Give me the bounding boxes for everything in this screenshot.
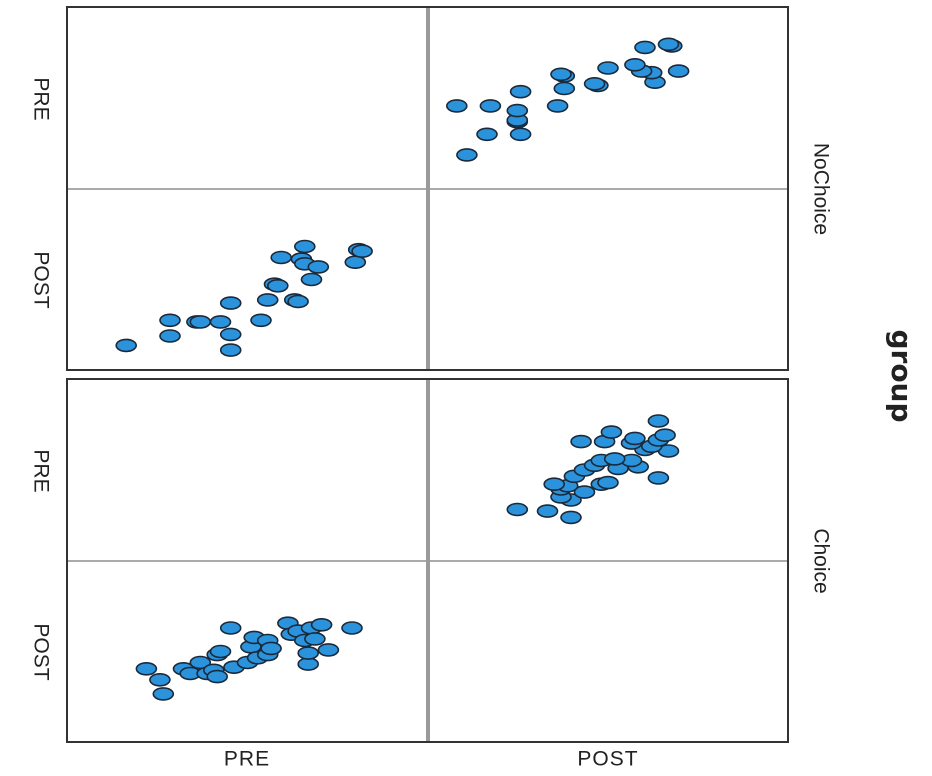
point-choice-pre-vs-post-9 [543,477,566,492]
point-nochoice-pre-vs-post-17 [667,64,690,78]
point-choice-post-vs-pre-25 [297,646,320,660]
row-label-pre-bottom: PRE [29,449,52,492]
column-label-post: POST [577,748,638,771]
point-nochoice-post-vs-pre-12 [266,278,289,293]
point-nochoice-pre-vs-post-0 [456,148,478,162]
point-nochoice-post-vs-pre-2 [159,329,181,343]
point-choice-pre-vs-post-30 [647,414,670,428]
point-nochoice-pre-vs-post-15 [550,67,572,82]
point-choice-pre-vs-post-1 [536,504,559,518]
point-nochoice-pre-vs-post-19 [597,61,619,75]
point-nochoice-pre-vs-post-1 [509,127,532,142]
point-nochoice-pre-vs-post-6 [546,99,569,113]
point-choice-post-vs-pre-9 [206,669,228,684]
row-label-post-top: POST [29,251,52,308]
point-nochoice-pre-vs-post-9 [509,84,532,99]
point-choice-pre-vs-post-2 [506,502,529,517]
point-choice-pre-vs-post-28 [654,428,676,443]
point-nochoice-pre-vs-post-12 [583,77,606,91]
panels-layer [66,6,789,743]
point-nochoice-post-vs-pre-7 [219,327,242,342]
point-nochoice-pre-vs-post-10 [553,81,576,96]
point-nochoice-post-vs-pre-20 [307,260,330,274]
point-nochoice-post-vs-pre-23 [351,244,373,258]
point-choice-pre-vs-post-27 [624,431,646,446]
point-choice-pre-vs-post-0 [560,510,582,525]
column-label-pre: PRE [224,748,270,771]
panel-frame-choice [66,378,789,743]
point-nochoice-pre-vs-post-20 [624,58,646,72]
point-choice-pre-vs-post-10 [597,475,619,490]
point-nochoice-post-vs-pre-19 [300,272,323,287]
point-nochoice-post-vs-pre-6 [219,296,242,310]
point-choice-pre-vs-post-5 [573,485,596,499]
point-choice-post-vs-pre-1 [149,672,171,687]
point-nochoice-post-vs-pre-17 [293,239,316,254]
point-choice-pre-vs-post-19 [603,452,626,466]
point-nochoice-pre-vs-post-21 [634,40,656,55]
point-nochoice-post-vs-pre-13 [270,250,293,265]
point-nochoice-pre-vs-post-23 [657,37,680,52]
group-label-nochoice: NoChoice [809,143,832,235]
point-choice-post-vs-pre-0 [135,661,158,676]
group-label-choice: Choice [809,528,832,593]
point-nochoice-post-vs-pre-5 [209,315,232,329]
point-nochoice-post-vs-pre-15 [287,294,309,309]
point-nochoice-post-vs-pre-8 [219,343,242,357]
point-nochoice-post-vs-pre-21 [344,255,367,270]
point-choice-post-vs-pre-11 [219,621,242,635]
row-label-pre-top: PRE [29,77,52,120]
point-nochoice-pre-vs-post-8 [445,99,468,113]
point-choice-post-vs-pre-27 [304,632,326,646]
point-choice-pre-vs-post-24 [570,434,592,449]
point-choice-post-vs-pre-28 [310,617,333,632]
point-nochoice-pre-vs-post-2 [476,127,498,142]
points-layer [115,37,690,701]
row-label-post-bottom: POST [29,623,52,680]
point-nochoice-pre-vs-post-7 [479,99,502,113]
point-choice-post-vs-pre-19 [260,641,282,656]
point-nochoice-post-vs-pre-9 [250,313,272,328]
point-nochoice-post-vs-pre-10 [256,293,279,307]
point-choice-pre-vs-post-11 [647,471,670,485]
point-choice-post-vs-pre-2 [152,687,175,701]
point-nochoice-post-vs-pre-0 [115,338,137,353]
point-nochoice-pre-vs-post-5 [506,103,529,118]
point-nochoice-post-vs-pre-4 [189,315,212,329]
point-choice-post-vs-pre-29 [317,643,340,657]
point-choice-pre-vs-post-29 [600,425,623,439]
panel-title-group: group [885,329,918,422]
point-nochoice-post-vs-pre-1 [159,313,181,328]
point-choice-post-vs-pre-30 [341,621,363,635]
labels-layer: PRE POST PRE POST PRE POST NoChoice Choi… [29,77,918,770]
point-choice-post-vs-pre-10 [209,644,232,659]
panel-frame-nochoice [66,6,789,371]
